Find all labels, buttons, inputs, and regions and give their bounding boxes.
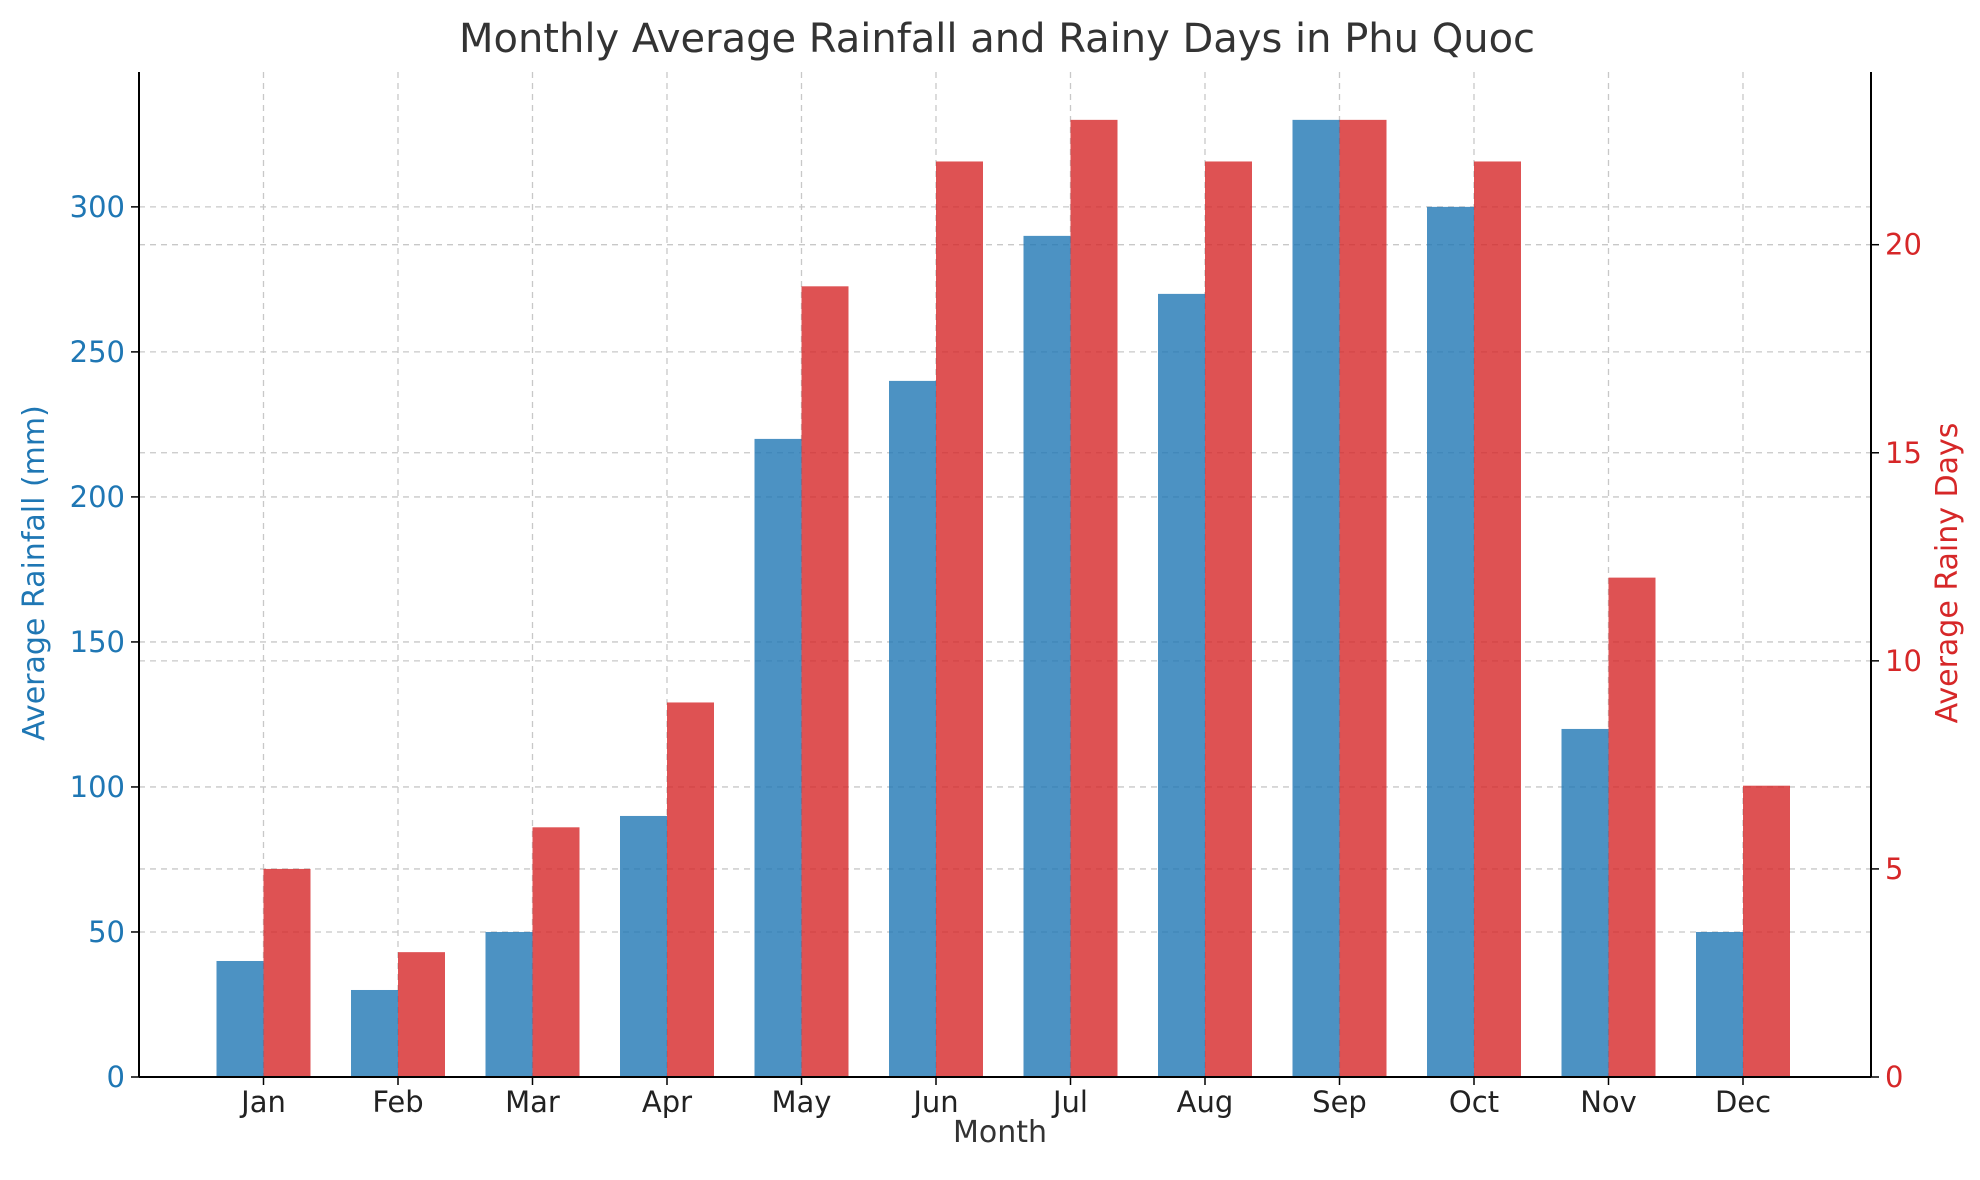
- x-tick-label: Apr: [642, 1085, 692, 1119]
- x-tick-label: Aug: [1177, 1085, 1234, 1119]
- y-left-tick-label: 300: [70, 190, 125, 224]
- y-left-tick-label: 0: [107, 1060, 125, 1094]
- bar-rainy-days-sep: [1339, 119, 1387, 1078]
- x-tick-label: Oct: [1449, 1085, 1499, 1119]
- y-left-tick-label: 150: [70, 625, 125, 659]
- x-axis-label: Month: [953, 1115, 1047, 1150]
- bar-rainfall-jun: [889, 380, 936, 1077]
- bar-rainfall-mar: [485, 931, 533, 1077]
- y-right-tick-label: 5: [1885, 852, 1903, 886]
- x-tick-label: Sep: [1312, 1085, 1367, 1119]
- y-right-tick-label: 10: [1885, 644, 1922, 678]
- chart-title: Monthly Average Rainfall and Rainy Days …: [459, 16, 1535, 62]
- x-tick-label: Mar: [505, 1085, 560, 1119]
- x-tick-label: Jun: [911, 1085, 958, 1119]
- y-left-tick-label: 50: [88, 915, 125, 949]
- bar-rainfall-feb: [351, 989, 398, 1077]
- bar-rainy-days-may: [801, 286, 849, 1077]
- x-tick-label: Jul: [1051, 1085, 1088, 1119]
- y-right-tick-label: 20: [1885, 228, 1922, 262]
- bar-rainy-days-jul: [1070, 119, 1118, 1078]
- x-tick-label: Nov: [1580, 1085, 1637, 1119]
- bar-rainfall-aug: [1158, 293, 1205, 1077]
- x-tick-label: Jan: [239, 1085, 286, 1119]
- y-right-tick-label: 0: [1885, 1060, 1903, 1094]
- y-left-tick-label: 100: [70, 770, 125, 804]
- bar-rainfall-jan: [216, 960, 264, 1077]
- bar-rainfall-sep: [1292, 119, 1340, 1078]
- y-left-axis-label: Average Rainfall (mm): [17, 405, 52, 741]
- bar-rainfall-may: [754, 438, 802, 1077]
- bar-rainfall-nov: [1561, 728, 1609, 1077]
- bar-rainy-days-oct: [1474, 161, 1521, 1077]
- y-left-tick-label: 200: [70, 480, 125, 514]
- bar-rainy-days-mar: [532, 827, 580, 1077]
- bar-rainy-days-feb: [398, 952, 445, 1077]
- x-tick-label: Dec: [1715, 1085, 1771, 1119]
- bar-rainy-days-jun: [936, 161, 983, 1077]
- bar-rainfall-dec: [1696, 931, 1743, 1077]
- bar-rainy-days-nov: [1608, 577, 1656, 1077]
- y-left-tick-label: 250: [70, 335, 125, 369]
- bars-layer: [216, 119, 1790, 1078]
- bar-rainfall-oct: [1427, 206, 1474, 1078]
- bar-rainy-days-aug: [1205, 161, 1252, 1077]
- x-tick-label: Feb: [372, 1085, 423, 1119]
- y-right-tick-label: 15: [1885, 436, 1922, 470]
- bar-rainy-days-dec: [1743, 785, 1790, 1077]
- x-tick-label: May: [772, 1085, 832, 1119]
- axes-layer: 0 50 100 150 200 250 300 0 5 10 15 20 Jan Feb Mar Apr Ma…: [70, 72, 1922, 1119]
- bar-rainfall-apr: [620, 815, 667, 1077]
- y-right-axis-label: Average Rainy Days: [1930, 423, 1965, 724]
- bar-rainy-days-apr: [667, 702, 714, 1077]
- bar-rainfall-jul: [1023, 235, 1071, 1078]
- bar-rainy-days-jan: [263, 868, 311, 1077]
